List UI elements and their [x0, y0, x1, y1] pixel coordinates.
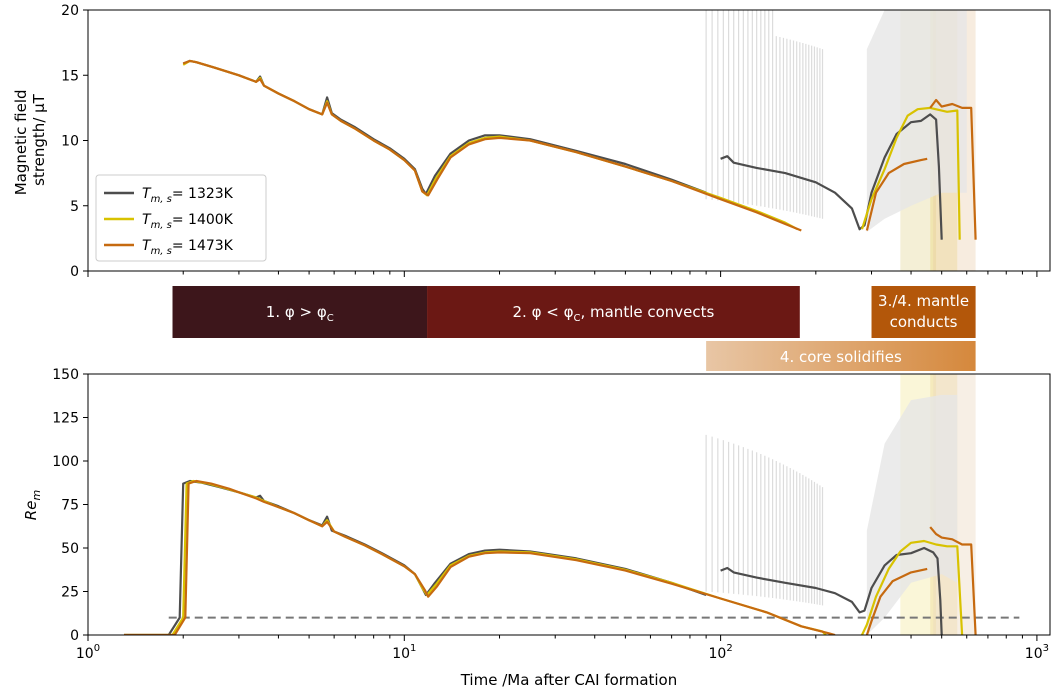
ytick-label: 125 [52, 411, 79, 427]
legend-label: Tm, s= 1400K [142, 212, 234, 231]
ytick-label: 75 [61, 498, 79, 514]
xtick-label: 101 [392, 643, 416, 662]
phase-bar-mantle-conducts [871, 286, 976, 338]
ytick-label: 100 [52, 454, 79, 470]
top-xticks [87, 271, 1038, 277]
legend-entries: Tm, s= 1323K Tm, s= 1400K Tm, s= 1473K [104, 186, 234, 257]
xtick-label: 100 [76, 643, 100, 662]
top-series-line-4 [182, 59, 802, 232]
legend-box [95, 174, 267, 262]
ytick-label: 0 [70, 628, 79, 644]
top-series-line-6 [929, 98, 977, 240]
xtick-label: 103 [1025, 643, 1049, 662]
phase-label-mantle-conducts-line2: conducts [890, 313, 958, 331]
bottom-ylabel: Rem [22, 490, 43, 520]
bottom-xlabel: Time /Ma after CAI formation [460, 671, 678, 689]
top-series-line-3 [860, 106, 961, 240]
ytick-label: 50 [61, 541, 79, 557]
bottom-panel: 0 25 50 75 100 125 150 100 101 102 103 Rem Time /… [22, 367, 1051, 689]
bottom-yticks: 0 25 50 75 100 125 150 [52, 367, 88, 644]
ytick-label: 25 [61, 585, 79, 601]
bottom-series [124, 479, 977, 635]
ytick-label: 10 [61, 134, 79, 150]
ytick-label: 20 [61, 3, 79, 19]
top-panel: 0 5 10 15 20 Magnetic field strength/ μT Tm,… [12, 3, 1051, 280]
bottom-series-line-2 [124, 479, 827, 635]
top-ylabel-line2: strength/ μT [30, 93, 48, 186]
bottom-gray-envelope [705, 394, 958, 635]
ytick-label: 150 [52, 367, 79, 383]
phase-label-core-solidifies: 4. core solidifies [780, 348, 902, 366]
top-ylabel-line1: Magnetic field [12, 89, 30, 195]
legend: Tm, s= 1323K Tm, s= 1400K Tm, s= 1473K [95, 174, 267, 262]
ytick-label: 5 [70, 199, 79, 215]
bottom-series-line-4 [124, 479, 836, 635]
phase-label-2: 2. φ < φC, mantle convects [513, 303, 715, 324]
bottom-xticks: 100 101 102 103 [76, 635, 1049, 662]
phase-bar-core-solidifies [706, 341, 976, 371]
bottom-envelope-area [866, 394, 958, 635]
phase-bar-1 [172, 286, 428, 338]
top-yticks: 0 5 10 15 20 [61, 3, 88, 280]
bottom-series-line-6 [929, 526, 977, 635]
legend-label: Tm, s= 1323K [142, 186, 234, 205]
ytick-label: 15 [61, 68, 79, 84]
xtick-label: 102 [709, 643, 733, 662]
top-series [182, 59, 977, 240]
bottom-series-line-5 [865, 567, 928, 635]
legend-label: Tm, s= 1473K [142, 238, 234, 257]
phase-label-mantle-conducts-line1: 3./4. mantle [878, 292, 969, 310]
top-ylabel: Magnetic field strength/ μT [12, 85, 48, 196]
bottom-series-line-1 [720, 546, 943, 635]
ytick-label: 0 [70, 264, 79, 280]
top-series-line-1 [720, 113, 943, 240]
bottom-series-line-3 [861, 539, 964, 635]
phase-label-1: 1. φ > φC [266, 303, 334, 324]
phase-bar-2 [427, 286, 800, 338]
top-series-line-5 [865, 157, 928, 231]
top-series-line-2 [182, 59, 799, 231]
bottom-series-line-0 [124, 479, 707, 635]
phase-bars: 1. φ > φC 2. φ < φC, mantle convects 4. co… [172, 286, 976, 371]
